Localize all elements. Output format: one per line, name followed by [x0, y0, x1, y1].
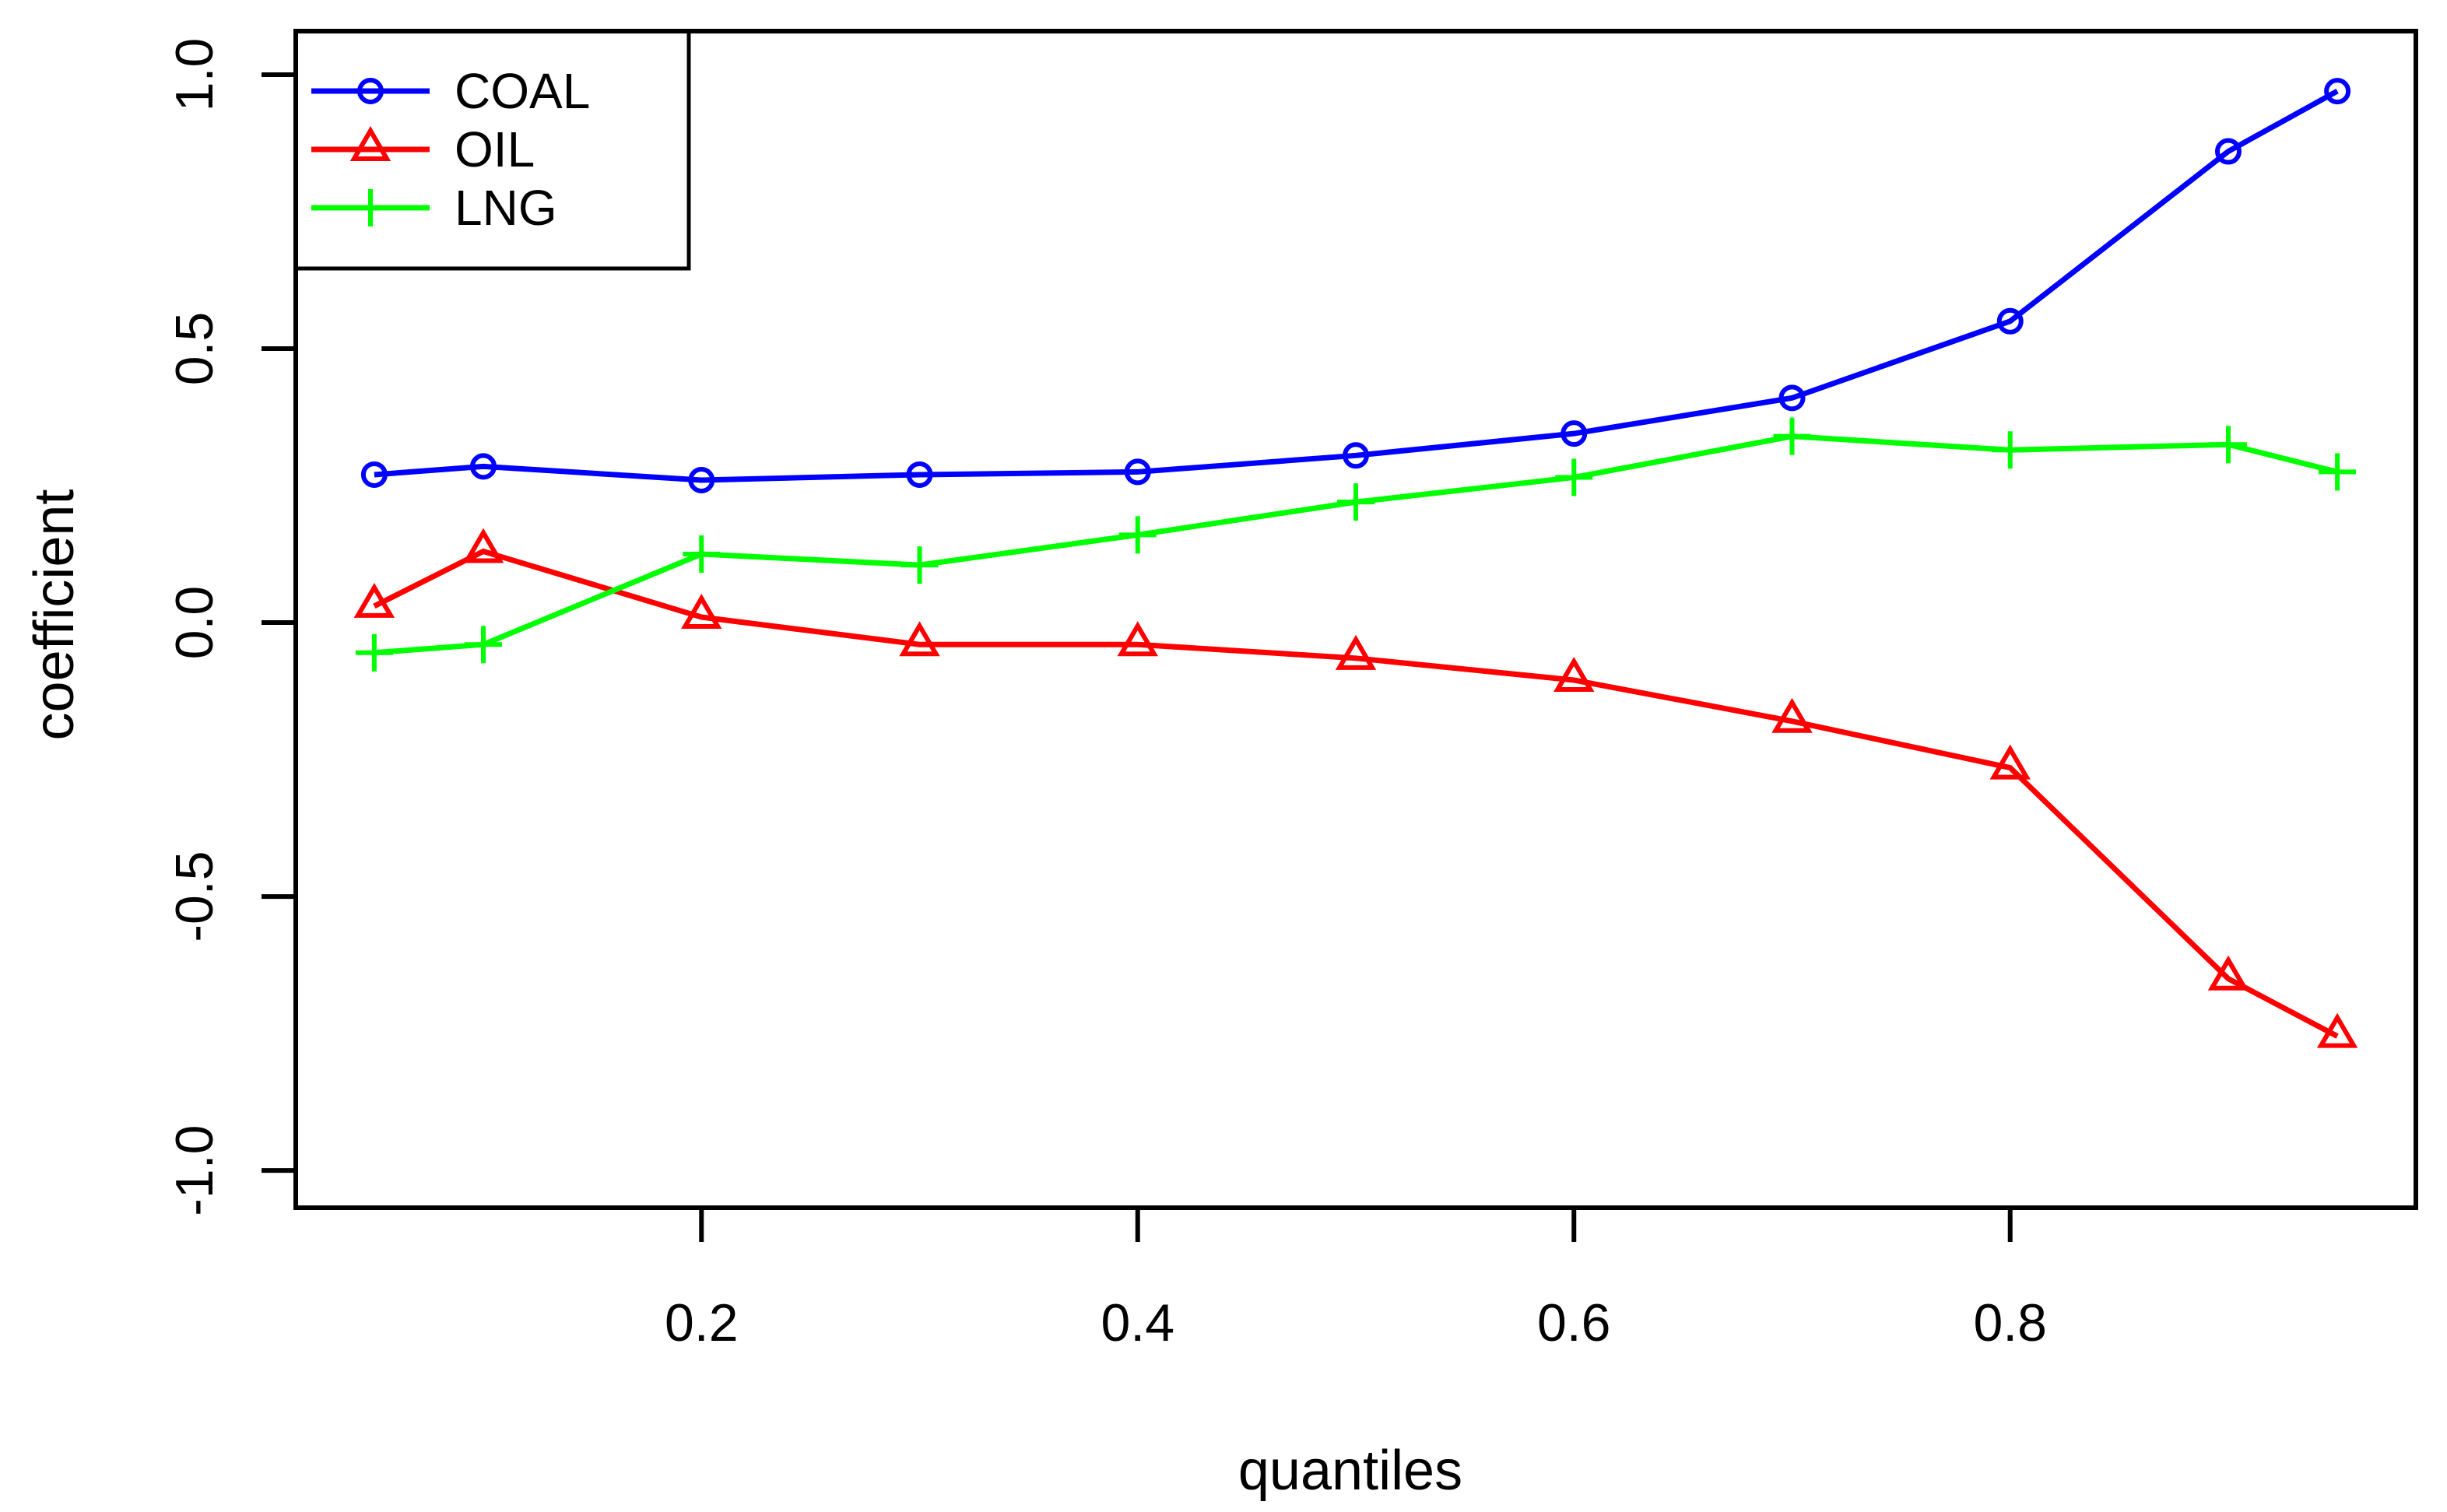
oil-marker	[2207, 955, 2249, 991]
coal-line	[374, 89, 2339, 483]
y-tick-label: -0.5	[165, 851, 224, 942]
oil-marker	[681, 594, 722, 630]
plot-border	[293, 29, 2418, 1210]
lng-marker	[901, 546, 939, 584]
y-tick-label: 0.5	[165, 312, 224, 386]
legend-label-oil: OIL	[455, 121, 535, 177]
coal-marker	[1343, 442, 1369, 469]
x-axis: 0.2 0.4 0.6 0.8	[665, 1208, 2047, 1352]
lng-marker	[1555, 458, 1593, 496]
x-tick-label: 0.6	[1537, 1293, 1611, 1352]
lng-marker	[2319, 453, 2357, 491]
coal-marker	[688, 466, 715, 493]
legend-label-lng: LNG	[455, 180, 557, 236]
legend-marker-oil	[349, 126, 391, 161]
oil-line	[373, 548, 2339, 1039]
series-lines	[353, 78, 2358, 1048]
lng-marker	[1773, 417, 1811, 455]
lng-marker	[1991, 431, 2029, 469]
coal-marker	[360, 461, 388, 488]
legend-label-coal: COAL	[455, 63, 590, 119]
oil-marker	[1117, 621, 1158, 657]
lng-marker	[465, 626, 503, 664]
oil-marker	[1335, 634, 1377, 670]
lng-line	[374, 433, 2338, 656]
legend-marker-coal	[357, 78, 384, 104]
x-tick-label: 0.2	[665, 1293, 739, 1352]
oil-marker	[1771, 697, 1813, 733]
y-tick-label: 1.0	[165, 38, 224, 112]
lng-marker	[1118, 516, 1157, 554]
oil-marker	[353, 582, 395, 618]
y-tick-label: 0.0	[165, 586, 224, 660]
lng-marker	[683, 535, 721, 574]
legend-box	[293, 29, 691, 271]
coal-marker	[1124, 458, 1151, 486]
oil-marker	[1989, 744, 2031, 780]
coal-marker	[1561, 420, 1588, 447]
coal-marker	[1996, 307, 2024, 335]
legend-marker-lng	[352, 189, 389, 226]
plot-border-rect	[293, 29, 2418, 1210]
y-axis: -1.0 -0.5 0.0 0.5 1.0	[165, 38, 296, 1216]
x-tick-label: 0.4	[1101, 1293, 1174, 1352]
oil-marker	[899, 621, 940, 657]
lng-marker	[1337, 483, 1374, 521]
coal-marker	[906, 461, 933, 488]
coal-marker	[1778, 384, 1806, 412]
lng-marker	[2209, 426, 2247, 464]
y-axis-title: coefficient	[23, 489, 86, 741]
lng-marker	[355, 633, 393, 672]
oil-marker	[462, 528, 504, 563]
x-axis-title: quantiles	[1238, 1440, 1462, 1502]
coal-marker	[470, 453, 497, 480]
x-tick-label: 0.8	[1973, 1293, 2047, 1352]
y-tick-label: -1.0	[165, 1125, 224, 1216]
oil-marker	[2316, 1012, 2358, 1048]
coal-marker	[2214, 138, 2242, 165]
oil-marker	[1554, 657, 1595, 692]
coal-marker	[2324, 78, 2351, 105]
